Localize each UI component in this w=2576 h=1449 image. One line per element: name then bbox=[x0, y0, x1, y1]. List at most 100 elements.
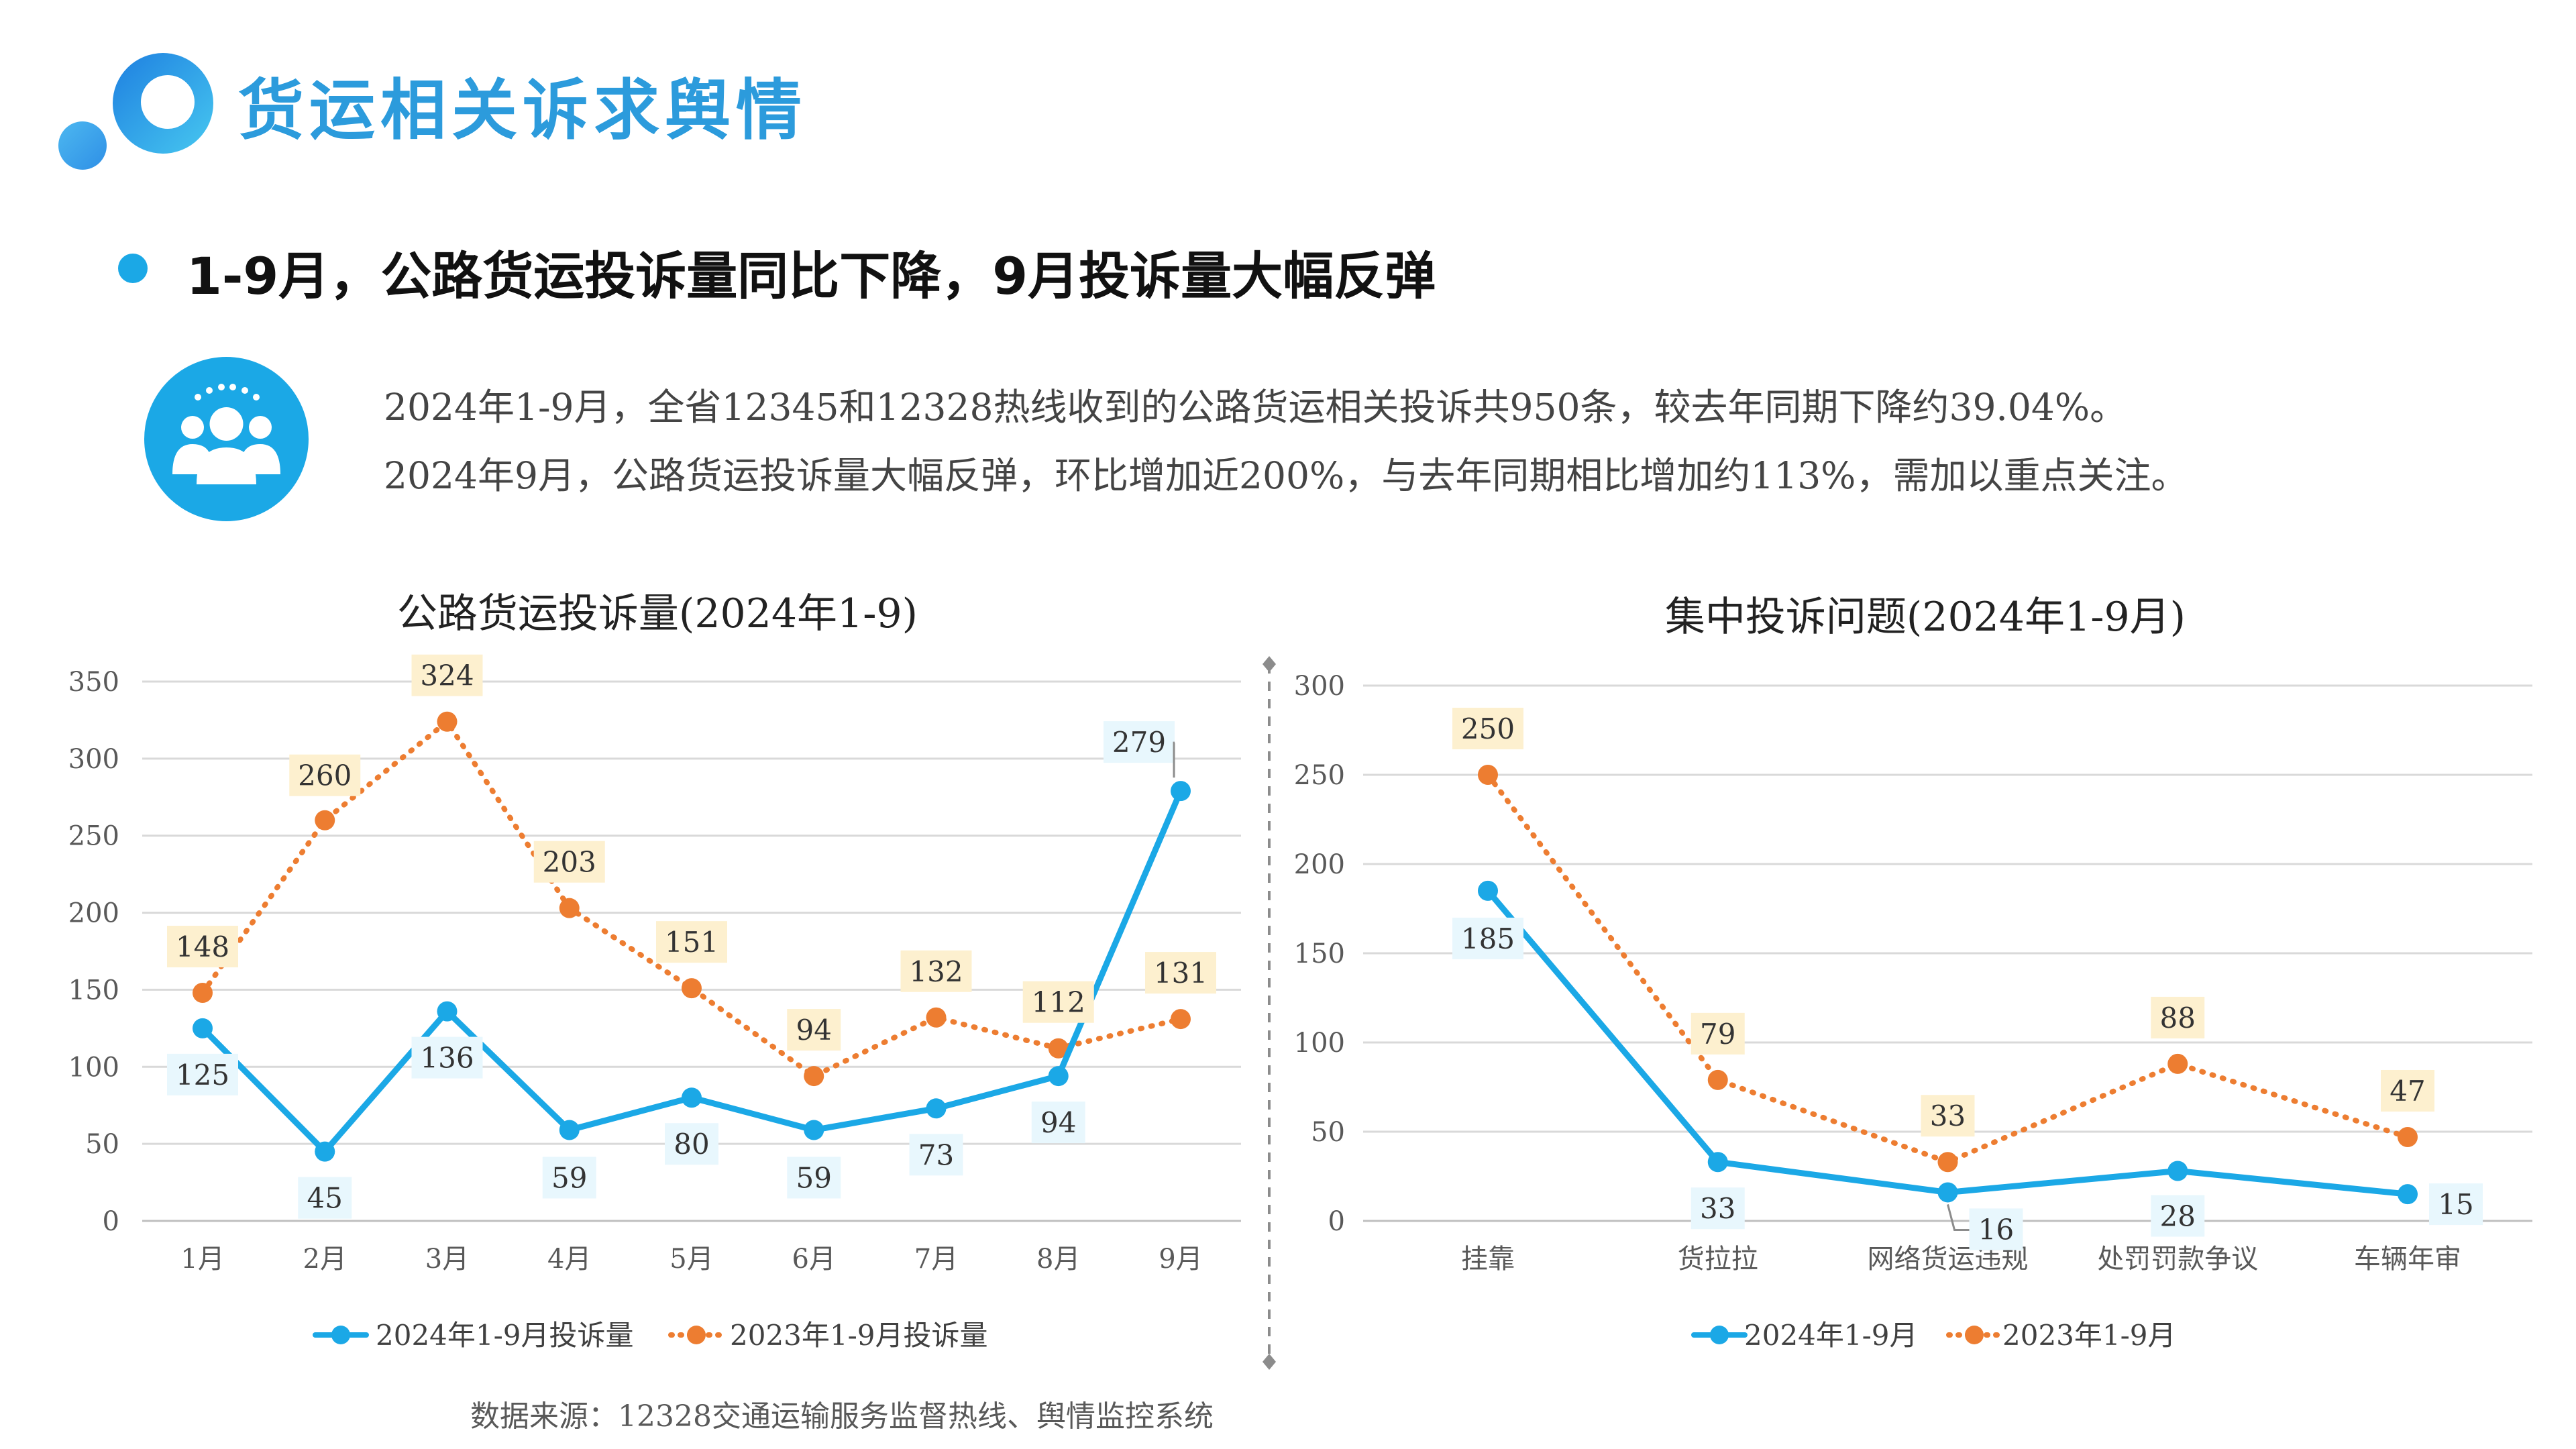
legend-marker bbox=[687, 1326, 706, 1344]
data-point bbox=[1478, 880, 1498, 901]
data-source-note: 数据来源：12328交通运输服务监督热线、舆情监控系统 bbox=[470, 1399, 1214, 1434]
data-label: 73 bbox=[918, 1138, 954, 1171]
legend-label: 2023年1-9月 bbox=[2002, 1319, 2176, 1352]
data-point bbox=[1478, 765, 1498, 785]
chart-title: 公路货运投诉量(2024年1-9) bbox=[397, 590, 918, 637]
data-point bbox=[2167, 1053, 2188, 1074]
data-label: 79 bbox=[1700, 1018, 1735, 1051]
data-point bbox=[804, 1066, 824, 1087]
data-label: 250 bbox=[1461, 712, 1515, 745]
y-tick-label: 300 bbox=[68, 744, 119, 775]
label-leader-line bbox=[1173, 741, 1175, 778]
data-point bbox=[1707, 1152, 1728, 1173]
data-label-bg bbox=[1452, 917, 1523, 959]
data-point bbox=[2167, 1161, 2188, 1181]
series-line bbox=[200, 718, 1183, 1079]
x-tick-label: 7月 bbox=[914, 1244, 958, 1275]
y-tick-label: 200 bbox=[1294, 849, 1345, 880]
data-label-bg bbox=[289, 754, 361, 796]
legend-label: 2024年1-9月投诉量 bbox=[376, 1319, 634, 1352]
data-point bbox=[804, 1120, 824, 1140]
data-label-bg bbox=[1690, 1187, 1745, 1230]
data-point bbox=[559, 1120, 580, 1140]
data-label-bg bbox=[533, 841, 605, 883]
data-label: 88 bbox=[2160, 1002, 2196, 1034]
x-tick-label: 5月 bbox=[669, 1244, 713, 1275]
data-point bbox=[2398, 1184, 2418, 1205]
data-label: 94 bbox=[1040, 1106, 1076, 1139]
data-label: 203 bbox=[543, 846, 596, 879]
data-label-bg bbox=[1031, 1102, 1085, 1144]
data-label-bg bbox=[167, 1053, 238, 1095]
data-label: 94 bbox=[796, 1014, 832, 1046]
data-label: 80 bbox=[674, 1128, 709, 1161]
y-tick-label: 200 bbox=[68, 898, 119, 929]
chart-2: 集中投诉问题(2024年1-9月) 0 50 100 150 200 250 300 挂靠 货拉拉… bbox=[1294, 594, 2532, 1352]
x-tick-label: 挂靠 bbox=[1461, 1244, 1515, 1275]
y-tick-label: 250 bbox=[68, 821, 119, 852]
data-label-bg bbox=[1145, 952, 1216, 994]
data-label: 33 bbox=[1700, 1192, 1735, 1225]
headline: 1-9月，公路货运投诉量同比下降，9月投诉量大幅反弹 bbox=[186, 246, 1436, 306]
x-tick-label: 2月 bbox=[303, 1244, 347, 1275]
data-label-bg bbox=[909, 1134, 963, 1176]
y-tick-label: 100 bbox=[68, 1052, 119, 1083]
data-label: 148 bbox=[176, 930, 229, 963]
divider-cap-top bbox=[1263, 656, 1276, 672]
data-label-bg bbox=[1969, 1208, 2023, 1250]
data-point bbox=[1048, 1038, 1069, 1059]
data-point bbox=[2398, 1126, 2418, 1147]
data-label-bg bbox=[656, 921, 727, 963]
data-label: 151 bbox=[665, 926, 718, 959]
y-tick-label: 0 bbox=[1328, 1206, 1345, 1237]
legend-marker bbox=[1965, 1326, 1984, 1344]
data-label: 132 bbox=[909, 955, 963, 988]
user-group-icon bbox=[144, 357, 309, 521]
data-point bbox=[559, 898, 580, 918]
summary-line-2: 2024年9月，公路货运投诉量大幅反弹，环比增加近200%，与去年同期相比增加约… bbox=[384, 454, 2188, 497]
data-label-bg bbox=[665, 1123, 718, 1165]
data-point bbox=[1171, 1009, 1191, 1030]
data-label-bg bbox=[411, 1036, 483, 1079]
divider-cap-bottom bbox=[1263, 1354, 1276, 1370]
y-tick-label: 250 bbox=[1294, 760, 1345, 791]
data-label-bg bbox=[2151, 996, 2205, 1038]
x-tick-label: 9月 bbox=[1159, 1244, 1202, 1275]
data-point bbox=[1937, 1182, 1958, 1203]
x-tick-label: 3月 bbox=[425, 1244, 469, 1275]
data-label-bg bbox=[2381, 1069, 2434, 1112]
data-label-bg bbox=[1452, 708, 1523, 749]
x-tick-label: 6月 bbox=[792, 1244, 836, 1275]
data-point bbox=[1937, 1152, 1958, 1173]
data-label-bg bbox=[1690, 1012, 1745, 1055]
data-label-bg bbox=[411, 654, 483, 696]
data-label-bg bbox=[2429, 1183, 2483, 1226]
data-label: 28 bbox=[2160, 1200, 2196, 1233]
data-point bbox=[315, 810, 335, 830]
data-point bbox=[682, 1087, 702, 1108]
data-point bbox=[926, 1007, 947, 1028]
data-point bbox=[1171, 781, 1191, 802]
data-point bbox=[193, 983, 213, 1004]
data-point bbox=[193, 1018, 213, 1038]
data-label: 260 bbox=[298, 759, 352, 792]
chart-title: 集中投诉问题(2024年1-9月) bbox=[1665, 594, 2186, 641]
y-tick-label: 50 bbox=[1311, 1117, 1345, 1148]
data-label: 47 bbox=[2390, 1075, 2425, 1108]
y-tick-label: 150 bbox=[68, 975, 119, 1006]
x-tick-label: 车辆年审 bbox=[2354, 1244, 2461, 1275]
x-tick-label: 货拉拉 bbox=[1678, 1244, 1758, 1275]
bullet-dot bbox=[118, 254, 148, 283]
data-label: 279 bbox=[1112, 726, 1166, 759]
data-label: 136 bbox=[420, 1042, 474, 1075]
data-label-bg bbox=[900, 950, 972, 992]
data-label-bg bbox=[167, 926, 238, 968]
data-label: 45 bbox=[307, 1182, 343, 1215]
legend-marker bbox=[1710, 1326, 1729, 1344]
data-label: 59 bbox=[796, 1161, 832, 1194]
data-label-bg bbox=[542, 1157, 596, 1199]
data-point bbox=[1707, 1069, 1728, 1090]
data-point bbox=[437, 711, 458, 732]
y-tick-label: 350 bbox=[68, 667, 119, 698]
